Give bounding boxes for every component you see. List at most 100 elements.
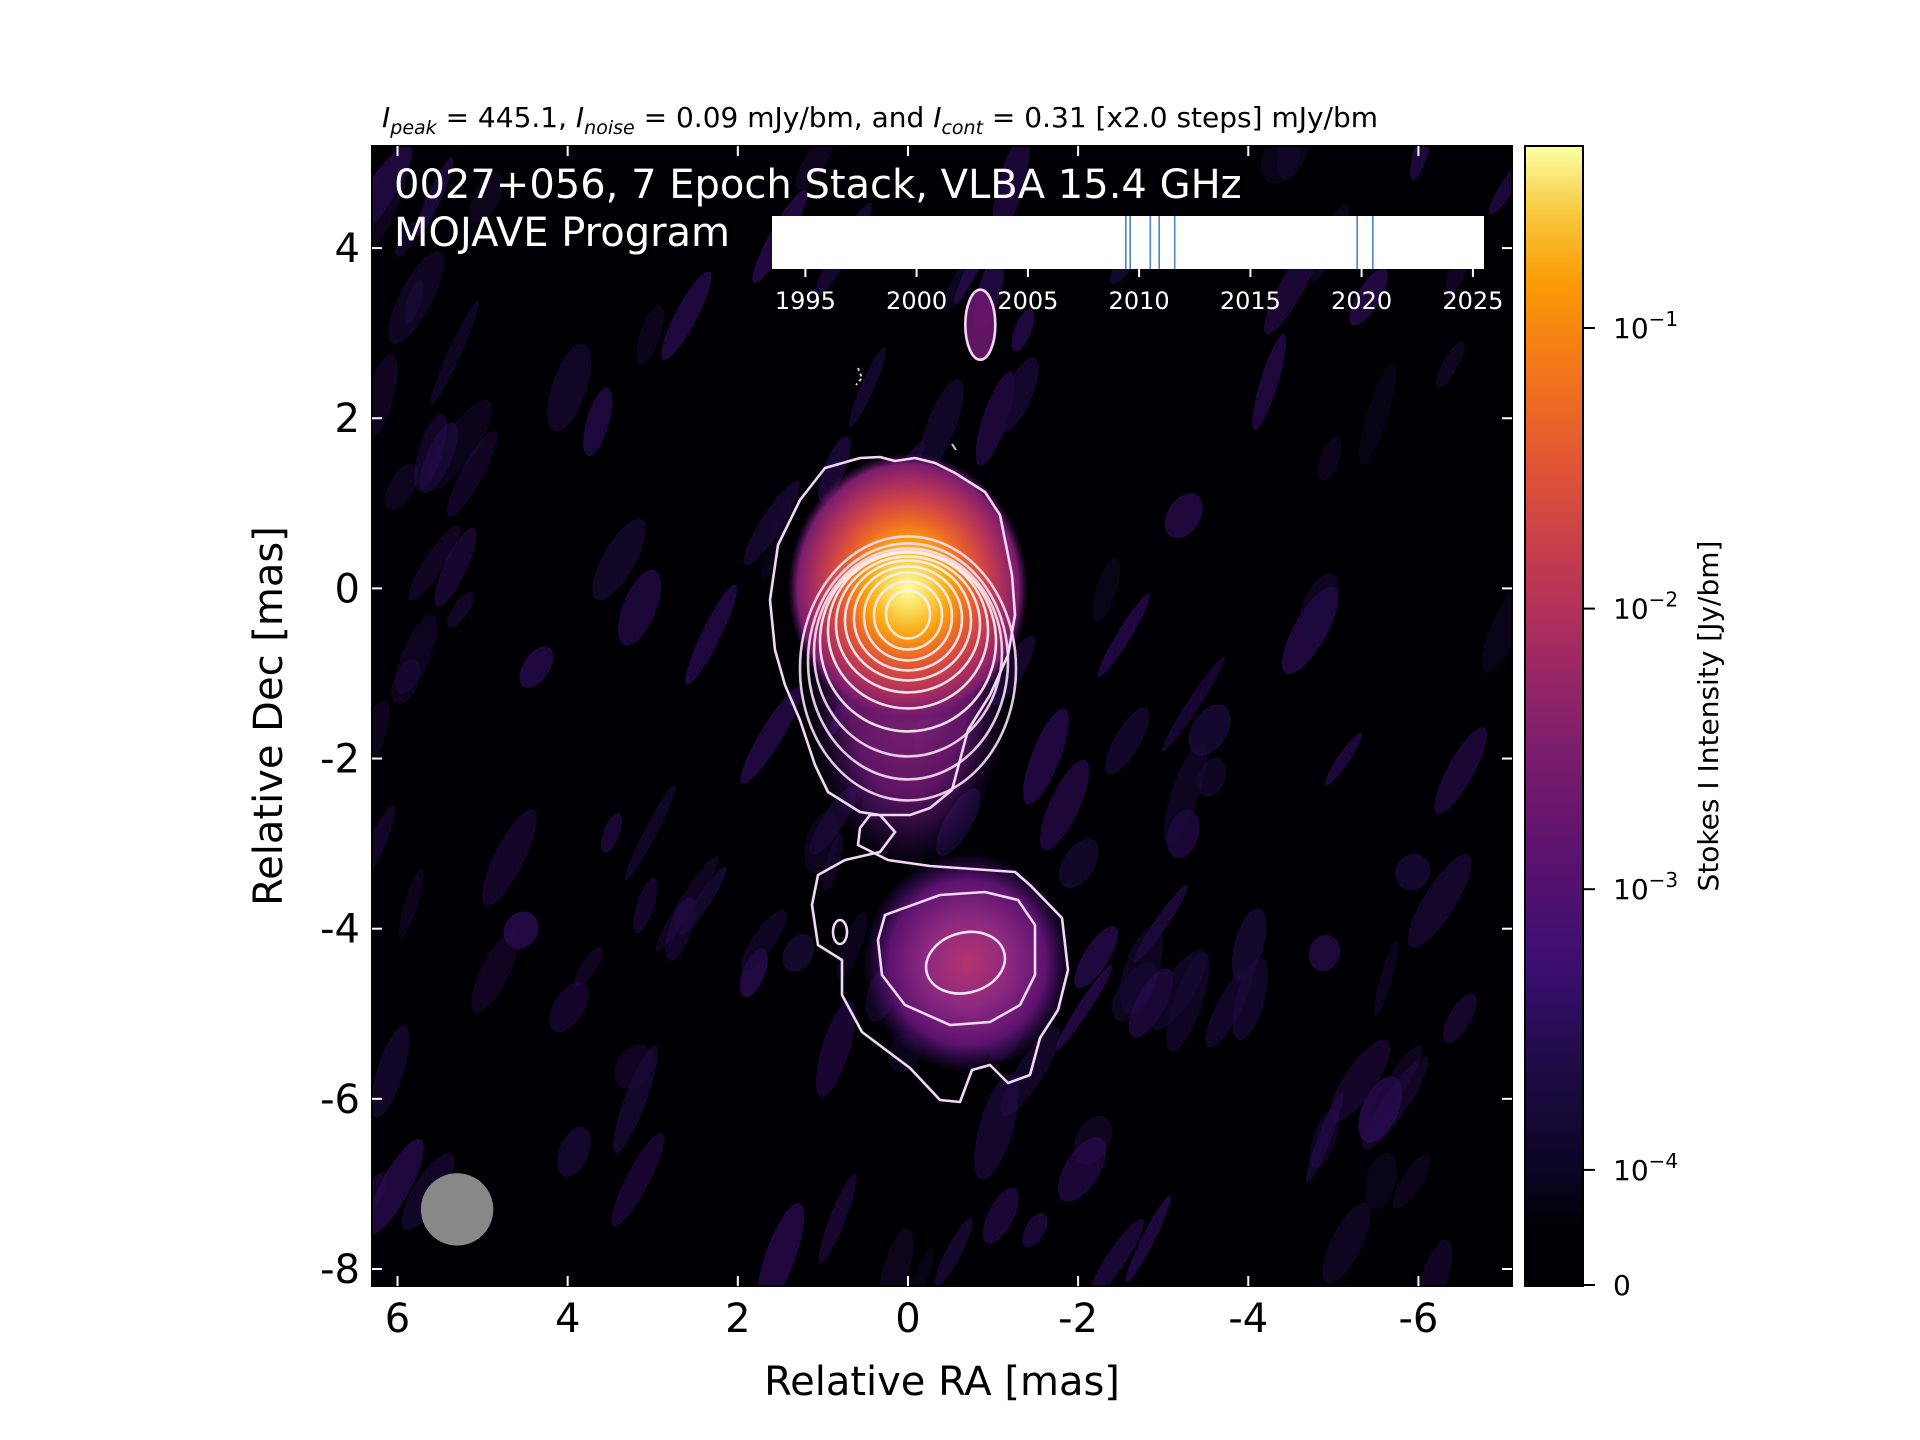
noise-streak xyxy=(655,855,719,952)
x-tick-label: -6 xyxy=(1398,1296,1438,1342)
noise-streak xyxy=(636,305,665,365)
noise-streak xyxy=(583,387,613,456)
noise-streak xyxy=(1299,573,1340,634)
noise-streak xyxy=(661,271,712,360)
noise-streak xyxy=(413,413,448,490)
noise-streak xyxy=(1161,656,1225,752)
noise-streak xyxy=(815,1000,856,1097)
noise-streak xyxy=(782,933,815,973)
noise-streak xyxy=(612,1045,658,1154)
y-tick-label: 0 xyxy=(335,566,360,612)
contour-island xyxy=(831,918,849,946)
noise-streak xyxy=(1149,950,1206,1030)
epoch-tick-label: 2000 xyxy=(886,287,947,315)
noise-streak xyxy=(934,1218,973,1286)
noise-streak xyxy=(1309,1108,1340,1169)
noise-streak xyxy=(1407,854,1472,948)
plot-header: Ipeak = 445.1, Inoise = 0.09 mJy/bm, and… xyxy=(382,101,1378,139)
noise-streak xyxy=(549,982,589,1033)
noise-streak xyxy=(1039,759,1090,851)
noise-streak xyxy=(1374,940,1399,1016)
noise-streak xyxy=(372,1138,424,1235)
noise-streak xyxy=(556,1126,591,1177)
colorbar-tick-label: 10−1 xyxy=(1613,307,1678,345)
epoch-tick-label: 2015 xyxy=(1220,287,1281,315)
noise-streak xyxy=(1164,493,1203,539)
noise-streak xyxy=(469,172,504,223)
noise-streak xyxy=(1074,926,1118,988)
epoch-tick-label: 2005 xyxy=(997,287,1058,315)
noise-streak xyxy=(547,343,592,432)
colorbar-tick-label: 10−4 xyxy=(1613,1149,1678,1187)
noise-streak xyxy=(1022,1212,1048,1248)
noise-streak xyxy=(372,700,390,765)
noise-streak xyxy=(1434,727,1488,814)
contour-core xyxy=(862,571,954,662)
contour-knot xyxy=(876,890,1037,1027)
x-tick-label: 6 xyxy=(385,1296,410,1342)
x-tick-label: 0 xyxy=(895,1296,920,1342)
noise-streak xyxy=(1088,1218,1144,1286)
contour-core xyxy=(798,535,1018,802)
epoch-tick-label: 1995 xyxy=(775,287,836,315)
contour-knot-peak xyxy=(924,930,1007,995)
noise-streak xyxy=(982,1187,1019,1244)
noise-streak xyxy=(1105,707,1150,775)
noise-streak xyxy=(1329,1039,1391,1122)
noise-streak xyxy=(1488,162,1512,215)
noise-streak xyxy=(1482,582,1512,674)
beam-ellipse xyxy=(420,1173,494,1246)
y-axis-ticks: 4 2 0 -2 -4 -6 -8 xyxy=(320,226,1512,1293)
noise-streak xyxy=(665,896,696,961)
noise-streak xyxy=(1443,993,1477,1043)
noise-streak xyxy=(1011,308,1035,352)
noise-streak xyxy=(1111,962,1158,1022)
noise-streak xyxy=(426,399,493,490)
x-tick-label: -4 xyxy=(1228,1296,1268,1342)
contour-core xyxy=(872,580,944,651)
noise-streak xyxy=(384,463,419,511)
noise-streak xyxy=(919,379,964,471)
noise-streak xyxy=(741,909,787,972)
y-tick-label: -2 xyxy=(320,737,360,783)
noise-streak xyxy=(618,569,662,646)
noise-streak xyxy=(430,300,480,405)
noise-streak xyxy=(398,868,424,939)
noise-streak xyxy=(804,811,841,874)
noise-streak xyxy=(1023,708,1069,805)
colorbar-label: Stokes I Intensity [Jy/bm] xyxy=(1692,541,1725,892)
noise-streak xyxy=(1436,341,1465,389)
y-tick-label: -6 xyxy=(320,1077,360,1123)
noise-streak xyxy=(1370,1044,1423,1122)
x-tick-label: 2 xyxy=(725,1296,750,1342)
noise-streak xyxy=(1349,268,1388,326)
image-frame xyxy=(371,145,1513,1287)
noise-streak xyxy=(1097,593,1151,678)
noise-streak xyxy=(503,911,539,949)
noise-streak xyxy=(372,353,398,440)
noise-streak xyxy=(1125,1195,1171,1283)
colorbar-tick-label: 0 xyxy=(1613,1269,1631,1302)
noise-streak xyxy=(1188,704,1231,756)
contour-layer xyxy=(768,288,1070,1104)
colorbar: 10−1 10−2 10−3 10−4 0 Stokes I Intensity [Jy… xyxy=(1524,145,1725,1302)
noise-streak xyxy=(372,805,396,893)
noise-streak xyxy=(625,784,676,881)
noise-streak xyxy=(1197,757,1227,798)
program-title: MOJAVE Program xyxy=(394,210,730,256)
noise-streak xyxy=(1232,957,1268,1041)
noise-streak xyxy=(992,146,1030,238)
x-tick-label: -2 xyxy=(1058,1296,1098,1342)
noise-streak xyxy=(1395,853,1431,891)
noise-streak xyxy=(395,614,438,694)
noise-streak xyxy=(1055,964,1113,1051)
noise-streak xyxy=(1322,1202,1371,1284)
y-axis-label: Relative Dec [mas] xyxy=(246,526,292,906)
contour-core xyxy=(812,547,1004,758)
noise-streak xyxy=(740,686,803,784)
source-title: 0027+056, 7 Epoch Stack, VLBA 15.4 GHz xyxy=(394,162,1242,208)
noise-streak xyxy=(1361,1057,1429,1151)
noise-streak xyxy=(1413,1239,1453,1286)
noise-streak xyxy=(611,1132,665,1227)
contour-core xyxy=(826,551,990,710)
